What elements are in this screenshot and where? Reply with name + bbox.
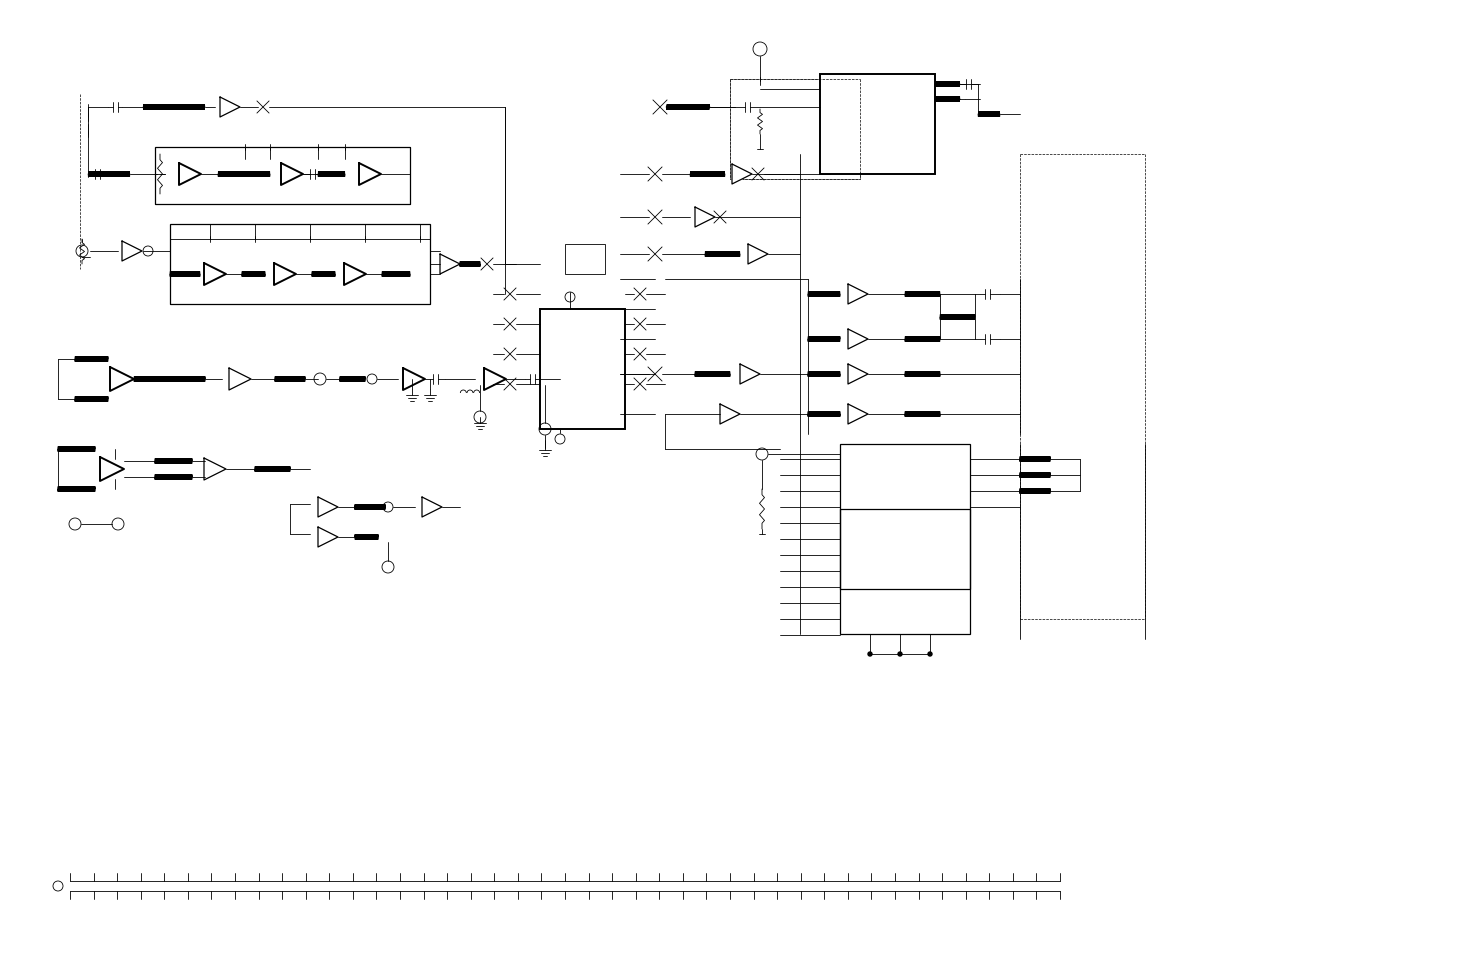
Circle shape — [867, 652, 872, 657]
Circle shape — [384, 502, 392, 513]
Polygon shape — [204, 458, 226, 480]
Polygon shape — [100, 457, 124, 481]
Circle shape — [565, 293, 575, 303]
Polygon shape — [178, 164, 201, 186]
Polygon shape — [403, 369, 425, 391]
Polygon shape — [422, 497, 442, 517]
Circle shape — [367, 375, 378, 385]
Polygon shape — [848, 285, 867, 305]
Polygon shape — [274, 264, 296, 286]
Polygon shape — [220, 98, 240, 118]
Circle shape — [382, 561, 394, 574]
Polygon shape — [440, 254, 460, 274]
Polygon shape — [111, 368, 134, 392]
Bar — [839, 510, 971, 589]
Bar — [730, 80, 860, 180]
Polygon shape — [740, 365, 760, 385]
Bar — [839, 444, 971, 635]
Polygon shape — [748, 245, 768, 265]
Circle shape — [928, 652, 932, 657]
Polygon shape — [720, 405, 740, 424]
Circle shape — [754, 43, 767, 57]
Polygon shape — [319, 497, 338, 517]
Polygon shape — [732, 165, 752, 185]
Bar — [155, 148, 410, 205]
Polygon shape — [484, 369, 506, 391]
Polygon shape — [695, 208, 715, 228]
Polygon shape — [358, 164, 381, 186]
Circle shape — [77, 246, 88, 257]
Circle shape — [69, 518, 81, 531]
Circle shape — [538, 423, 552, 436]
Circle shape — [112, 518, 124, 531]
Circle shape — [473, 412, 485, 423]
Bar — [820, 75, 935, 174]
Polygon shape — [319, 527, 338, 547]
Polygon shape — [848, 330, 867, 350]
Circle shape — [898, 652, 903, 657]
Circle shape — [314, 374, 326, 386]
Polygon shape — [344, 264, 366, 286]
Bar — [540, 310, 625, 430]
Bar — [565, 245, 605, 274]
Circle shape — [555, 435, 565, 444]
Polygon shape — [204, 264, 226, 286]
Polygon shape — [848, 405, 867, 424]
Circle shape — [757, 449, 768, 460]
Polygon shape — [229, 369, 251, 391]
Polygon shape — [122, 242, 142, 262]
Circle shape — [53, 882, 63, 891]
Polygon shape — [848, 365, 867, 385]
Circle shape — [143, 247, 153, 256]
Polygon shape — [282, 164, 302, 186]
Bar — [170, 225, 431, 305]
